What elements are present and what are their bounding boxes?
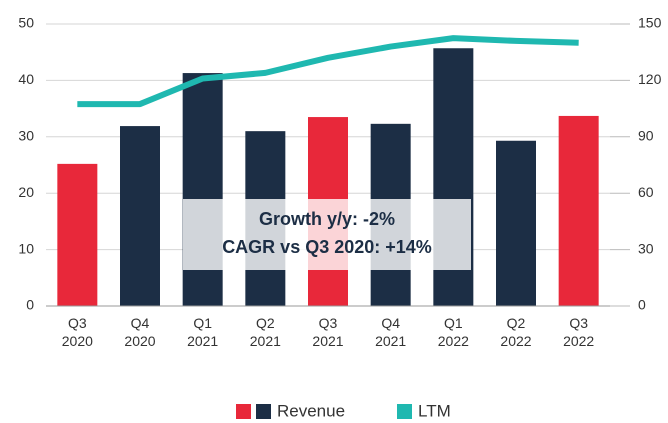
y-tick-label: 0: [26, 297, 34, 313]
y-tick-label: 10: [18, 240, 34, 256]
annotation-box: [183, 199, 471, 270]
legend-swatch: [256, 404, 271, 419]
y2-tick-label: 0: [638, 297, 646, 313]
x-tick-label: Q2 2022: [500, 315, 531, 349]
bar: [120, 126, 160, 306]
y2-tick-label: 150: [638, 15, 662, 31]
line: [77, 35, 579, 108]
x-tick-label: Q3 2020: [62, 315, 93, 349]
x-tick-label: Q3 2021: [312, 315, 343, 349]
bar: [57, 163, 98, 306]
y-tick-label: 40: [18, 71, 34, 87]
y-tick-label: 30: [18, 128, 34, 144]
bar: [182, 73, 223, 307]
bar: [558, 115, 599, 306]
x-tick-label: Q2 2021: [250, 315, 281, 349]
x-tick-label: Q1 2022: [438, 315, 469, 349]
legend-label: Revenue: [277, 401, 345, 420]
x-tick-label: Q3 2022: [563, 315, 594, 349]
y-tick-label: 50: [18, 15, 34, 31]
y-tick-label: 20: [18, 184, 34, 200]
x-tick-label: Q4 2021: [375, 315, 406, 349]
y2-tick-label: 30: [638, 240, 654, 256]
y2-tick-label: 60: [638, 184, 654, 200]
bar: [496, 140, 536, 306]
x-tick-label: Q4 2020: [124, 315, 155, 349]
y2-tick-label: 90: [638, 128, 654, 144]
legend-label: LTM: [418, 401, 451, 420]
y2-tick-label: 120: [638, 71, 662, 87]
x-tick-label: Q1 2021: [187, 315, 218, 349]
legend-swatch: [236, 404, 251, 419]
legend-swatch: [397, 404, 412, 419]
annotation: Growth y/y: -2%: [259, 209, 395, 229]
annotation: CAGR vs Q3 2020: +14%: [222, 237, 432, 257]
